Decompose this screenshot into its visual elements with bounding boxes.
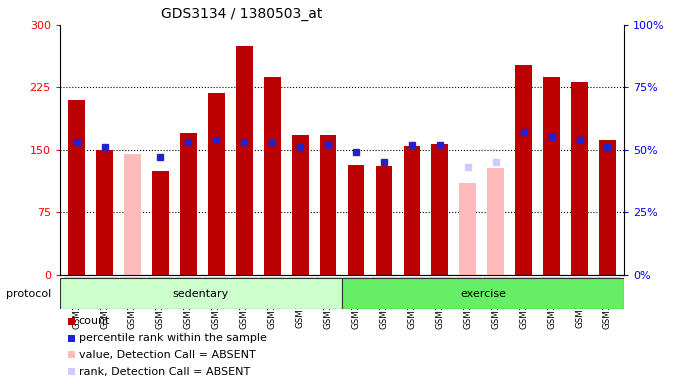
- Bar: [426, 276, 454, 278]
- Bar: [375, 166, 392, 275]
- Text: GSM184868: GSM184868: [547, 276, 556, 329]
- Text: GSM184853: GSM184853: [128, 276, 137, 329]
- Bar: [124, 154, 141, 275]
- Text: value, Detection Call = ABSENT: value, Detection Call = ABSENT: [79, 350, 256, 360]
- Bar: [510, 276, 538, 278]
- Bar: [370, 276, 398, 278]
- Text: GSM184870: GSM184870: [603, 276, 612, 329]
- Bar: [488, 168, 504, 275]
- Bar: [566, 276, 594, 278]
- Bar: [398, 276, 426, 278]
- Bar: [481, 276, 510, 278]
- Bar: [68, 318, 75, 325]
- Text: GSM184858: GSM184858: [268, 276, 277, 329]
- Bar: [203, 276, 231, 278]
- Bar: [292, 135, 309, 275]
- Bar: [454, 276, 481, 278]
- Bar: [152, 170, 169, 275]
- Text: GSM184860: GSM184860: [324, 276, 333, 329]
- Bar: [96, 150, 113, 275]
- Text: GSM184857: GSM184857: [240, 276, 249, 329]
- Bar: [258, 276, 286, 278]
- Text: GSM184855: GSM184855: [184, 276, 193, 329]
- Bar: [68, 335, 75, 342]
- Bar: [342, 278, 624, 309]
- Bar: [68, 100, 85, 275]
- Bar: [543, 76, 560, 275]
- Bar: [431, 144, 448, 275]
- Text: GSM184854: GSM184854: [156, 276, 165, 329]
- Text: GSM184862: GSM184862: [379, 276, 388, 329]
- Bar: [63, 276, 90, 278]
- Text: GSM184866: GSM184866: [491, 276, 500, 329]
- Text: count: count: [79, 316, 110, 326]
- Text: sedentary: sedentary: [173, 289, 229, 299]
- Bar: [342, 276, 370, 278]
- Bar: [320, 135, 337, 275]
- Bar: [403, 146, 420, 275]
- Bar: [146, 276, 174, 278]
- Bar: [68, 368, 75, 375]
- Bar: [515, 65, 532, 275]
- Text: GSM184867: GSM184867: [519, 276, 528, 329]
- Text: GSM184863: GSM184863: [407, 276, 416, 329]
- Bar: [231, 276, 258, 278]
- Text: rank, Detection Call = ABSENT: rank, Detection Call = ABSENT: [79, 367, 250, 377]
- Bar: [460, 183, 476, 275]
- Bar: [286, 276, 314, 278]
- Text: exercise: exercise: [460, 289, 506, 299]
- Bar: [174, 276, 203, 278]
- Text: GSM184869: GSM184869: [575, 276, 584, 328]
- Bar: [599, 140, 616, 275]
- Text: protocol: protocol: [6, 289, 52, 299]
- Bar: [264, 76, 281, 275]
- Text: GSM184851: GSM184851: [72, 276, 81, 329]
- Bar: [236, 46, 253, 275]
- Text: GSM184865: GSM184865: [463, 276, 473, 329]
- Text: GDS3134 / 1380503_at: GDS3134 / 1380503_at: [161, 7, 323, 21]
- Text: percentile rank within the sample: percentile rank within the sample: [79, 333, 267, 343]
- Bar: [571, 81, 588, 275]
- Bar: [538, 276, 566, 278]
- Bar: [118, 276, 146, 278]
- Bar: [208, 93, 224, 275]
- Bar: [347, 165, 364, 275]
- Bar: [60, 278, 342, 309]
- Bar: [68, 351, 75, 358]
- Text: GSM184861: GSM184861: [352, 276, 360, 329]
- Text: GSM184856: GSM184856: [211, 276, 221, 329]
- Bar: [180, 133, 197, 275]
- Text: GSM184859: GSM184859: [296, 276, 305, 328]
- Bar: [90, 276, 118, 278]
- Bar: [594, 276, 622, 278]
- Bar: [314, 276, 342, 278]
- Text: GSM184852: GSM184852: [100, 276, 109, 329]
- Text: GSM184864: GSM184864: [435, 276, 444, 329]
